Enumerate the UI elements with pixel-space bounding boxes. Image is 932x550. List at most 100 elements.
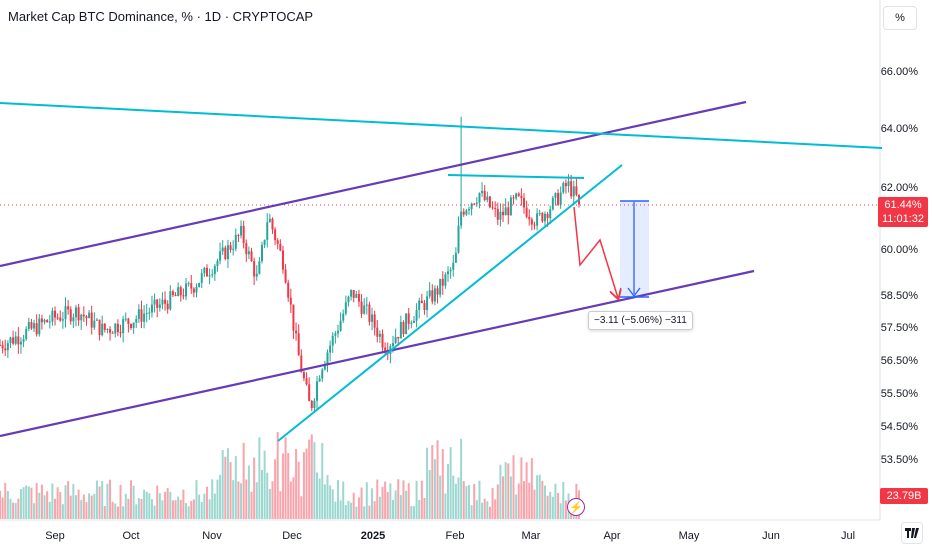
candle-body xyxy=(418,300,421,310)
candle-body xyxy=(258,261,261,274)
volume-bar xyxy=(268,488,271,519)
volume-bar xyxy=(122,506,125,519)
volume-bar xyxy=(436,440,439,519)
volume-bar xyxy=(467,484,470,519)
time-tick-label: Oct xyxy=(122,530,139,542)
volume-bar xyxy=(132,485,135,519)
candle-body xyxy=(512,197,515,199)
volume-bar xyxy=(219,474,222,519)
candle-body xyxy=(245,243,248,255)
volume-bar xyxy=(124,493,127,519)
unit-toggle-button[interactable]: % xyxy=(883,6,917,30)
channel-upper-line[interactable] xyxy=(0,100,747,268)
volume-bar xyxy=(350,502,353,519)
candle-body xyxy=(559,192,562,205)
volume-bar xyxy=(250,491,253,519)
tradingview-logo-icon[interactable] xyxy=(901,522,923,544)
price-axis[interactable]: 66.00% 64.00% 62.00% 60.00% 58.50% 57.50% 56.5… xyxy=(881,66,919,466)
candle-body xyxy=(109,328,112,333)
candle-body xyxy=(229,245,232,250)
price-tick-label: 53.50% xyxy=(881,454,919,466)
volume-bar xyxy=(88,493,91,519)
volume-bar xyxy=(174,500,177,519)
volume-bar xyxy=(381,486,384,519)
candle-body xyxy=(444,274,447,286)
volume-bar xyxy=(318,478,321,519)
descending-trendline[interactable] xyxy=(0,102,883,149)
volume-bar xyxy=(198,494,201,519)
candle-body xyxy=(365,304,368,306)
channel-lower-line[interactable] xyxy=(0,269,755,438)
candle-body xyxy=(316,381,319,401)
volume-bar xyxy=(515,494,518,519)
volume-bar xyxy=(109,479,112,519)
volume-bar xyxy=(111,502,114,519)
volume-bar xyxy=(59,491,62,519)
candle-body xyxy=(171,291,174,296)
candle-body xyxy=(85,316,88,319)
candle-body xyxy=(4,348,7,351)
volume-bar xyxy=(504,462,507,519)
candle-body xyxy=(334,333,337,336)
candle-body xyxy=(234,234,237,249)
candle-body xyxy=(111,332,114,334)
volume-bars xyxy=(0,431,581,519)
volume-bar xyxy=(263,450,266,519)
candle-body xyxy=(119,332,122,334)
volume-bar xyxy=(533,489,536,519)
ascending-trendline[interactable] xyxy=(277,164,623,442)
candle-body xyxy=(14,336,17,344)
candle-body xyxy=(530,219,533,225)
price-tick-label: 58.50% xyxy=(881,290,919,302)
volume-bar xyxy=(551,496,554,519)
volume-bar xyxy=(292,477,295,519)
candle-body xyxy=(567,181,570,187)
time-axis[interactable]: Sep Oct Nov Dec 2025 Feb Mar Apr May Jun Jul xyxy=(45,530,855,542)
volume-bar xyxy=(232,480,235,519)
projection-arrow[interactable] xyxy=(573,206,618,298)
volume-bar xyxy=(386,491,389,519)
candle-body xyxy=(95,319,98,321)
volume-bar xyxy=(457,477,460,519)
volume-bar xyxy=(394,490,397,519)
candle-body xyxy=(447,271,450,275)
volume-bar xyxy=(373,501,376,519)
candle-body xyxy=(266,222,269,240)
measure-arrow-head xyxy=(627,287,641,298)
volume-bar xyxy=(185,503,188,519)
volume-bar xyxy=(355,506,358,519)
time-tick-label: Dec xyxy=(282,530,302,542)
volume-bar xyxy=(559,503,562,519)
candle-body xyxy=(114,323,117,334)
candle-body xyxy=(570,181,573,197)
candle-body xyxy=(190,283,193,289)
candle-body xyxy=(402,322,405,335)
candle-body xyxy=(179,287,182,296)
volume-bar xyxy=(334,501,337,519)
volume-bar xyxy=(295,448,298,519)
candle-body xyxy=(412,320,415,323)
candle-body xyxy=(436,288,439,295)
bar-countdown: 11:01:32 xyxy=(881,213,924,225)
volume-bar xyxy=(499,464,502,519)
candle-body xyxy=(80,314,83,321)
candle-body xyxy=(59,317,62,321)
volume-bar xyxy=(140,498,143,519)
volume-bar xyxy=(54,498,57,519)
candle-body xyxy=(381,333,384,348)
lightning-icon[interactable]: ⚡ xyxy=(567,498,585,516)
candle-body xyxy=(232,248,235,250)
volume-bar xyxy=(216,479,219,519)
candle-body xyxy=(384,347,387,353)
candle-body xyxy=(30,322,33,329)
volume-bar xyxy=(357,497,360,519)
resistance-line[interactable] xyxy=(447,174,585,179)
volume-bar xyxy=(392,499,394,519)
candle-body xyxy=(342,313,345,321)
candle-body xyxy=(507,207,510,216)
volume-bar xyxy=(376,479,379,519)
volume-bar xyxy=(12,502,15,519)
volume-bar xyxy=(85,502,88,519)
candle-body xyxy=(491,207,494,209)
